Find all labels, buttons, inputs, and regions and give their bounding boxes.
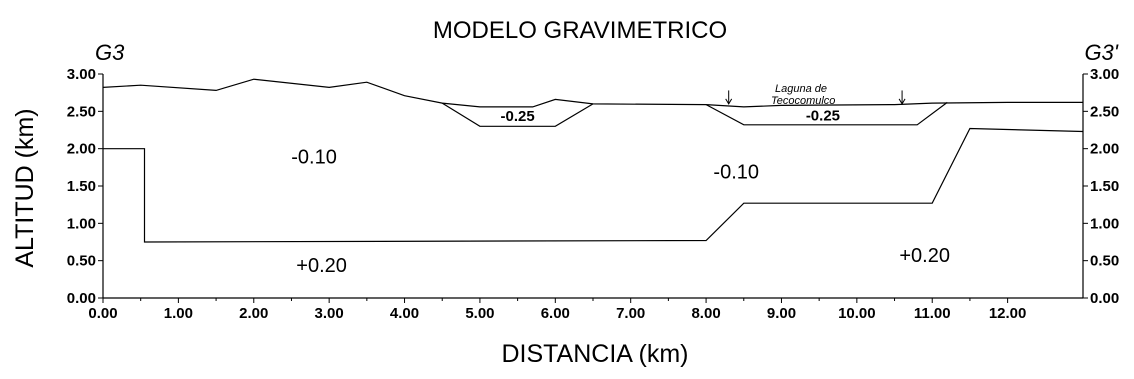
body-density-label: -0.25 [806,107,840,124]
lake-label-line1: Laguna de [775,83,827,95]
x-tick-label: 1.00 [164,305,193,322]
y-tick-label-right: 2.50 [1090,103,1119,120]
x-tick-label: 7.00 [616,305,645,322]
section-end-label: G3' [1084,40,1118,65]
body-boundary-3 [103,127,1084,243]
body-boundary-2 [705,101,948,126]
topography-line [102,78,1083,108]
y-tick-label-left: 1.00 [67,215,96,232]
y-tick-label-right: 3.00 [1090,66,1119,83]
y-axis-title: ALTITUD (km) [11,108,39,267]
body-density-label: -0.25 [501,108,535,125]
x-tick-label: 8.00 [691,305,720,322]
x-tick-label: 10.00 [838,305,876,322]
x-tick-label: 5.00 [465,305,494,322]
x-tick-label: 4.00 [390,305,419,322]
y-tick-label-left: 1.50 [67,178,96,195]
section-start-label: G3 [95,40,125,65]
density-label: +0.20 [899,245,950,267]
x-tick-label: 6.00 [541,305,570,322]
x-tick-label: 11.00 [914,305,951,322]
density-label: -0.10 [291,147,337,169]
lake-marker-arrowhead [898,98,906,105]
y-tick-label-left: 2.50 [67,103,96,120]
y-tick-label-left: 3.00 [67,66,96,83]
y-tick-label-left: 2.00 [67,141,96,158]
y-tick-label-right: 2.00 [1090,141,1119,158]
model-lines [102,78,1084,243]
density-label: +0.20 [296,255,347,277]
x-tick-label: 9.00 [767,305,796,322]
x-axis-title: DISTANCIA (km) [501,340,688,368]
density-label: -0.10 [713,162,759,184]
lake-marker-arrowhead [725,98,733,105]
y-tick-label-right: 1.00 [1090,215,1119,232]
lake-label-line2: Tecocomulco [771,95,835,107]
y-tick-label-left: 0.50 [67,253,96,270]
density-labels: -0.25 -0.25 -0.10 -0.10 +0.20 +0.20 [291,107,950,277]
body-boundary-1 [441,102,594,127]
y-tick-label-right: 0.50 [1090,253,1119,270]
y-tick-label-left: 0.00 [67,290,96,307]
y-tick-label-right: 1.50 [1090,178,1119,195]
x-tick-label: 12.00 [989,305,1027,322]
axis-ticks: 0.00 1.00 2.00 3.00 4.00 5.00 6.00 7.00 8.00 9.00… [67,66,1119,322]
x-tick-label: 0.00 [88,305,117,322]
lake-markers [725,90,906,105]
chart-title: MODELO GRAVIMETRICO [433,17,727,44]
y-tick-label-right: 0.00 [1090,290,1119,307]
x-tick-label: 3.00 [315,305,344,322]
x-tick-label: 2.00 [239,305,268,322]
